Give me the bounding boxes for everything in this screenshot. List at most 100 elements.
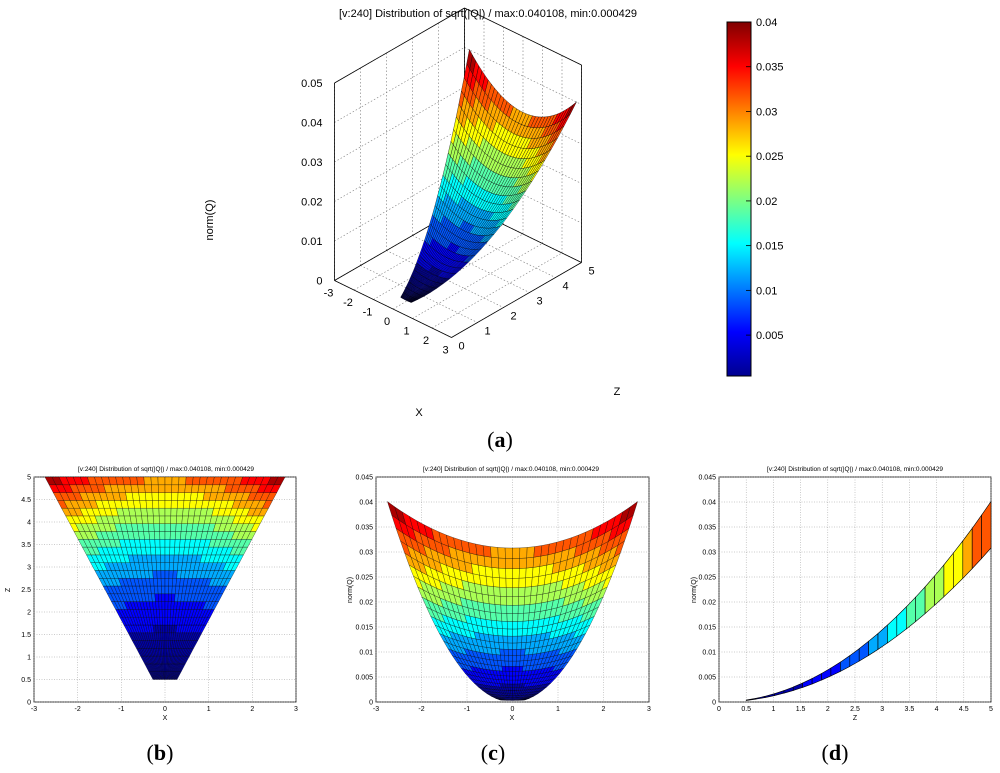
q-tick-label: 0: [316, 276, 322, 288]
panel-b: [v:240] Distribution of sqrt(|Q|) / max:…: [5, 466, 298, 765]
x-tick-label: 2: [826, 706, 830, 713]
surface-patch: [183, 492, 192, 501]
surface-patch: [183, 500, 191, 509]
surface-patch: [525, 577, 533, 588]
surface-patch: [177, 492, 185, 501]
surface-patch: [158, 500, 166, 509]
surface-patch: [491, 620, 498, 629]
surface-patch: [168, 570, 174, 579]
surface-patch: [509, 671, 513, 677]
surface-patch: [161, 609, 166, 618]
panel-c-ylabel: norm(Q): [347, 577, 354, 603]
colorbar-tick-label: 0.04: [756, 17, 777, 29]
surface-patch: [176, 515, 183, 524]
x-tick-label: 0: [511, 706, 515, 713]
surface-patch: [168, 578, 173, 587]
panel-a-title: [v:240] Distribution of sqrt(|Q|) / max:…: [339, 8, 637, 20]
surface-patch: [159, 539, 166, 548]
panel-a-colorbar: 0.005 0.01 0.015 0.02 0.025 0.03 0.035 0.04: [726, 17, 784, 377]
surface-patch: [512, 666, 517, 672]
surface-patch: [506, 596, 513, 606]
surface-patch: [521, 635, 528, 643]
surface-patch: [169, 554, 175, 563]
surface-patch: [164, 546, 171, 556]
surface-patch: [164, 500, 172, 509]
surface-patch: [533, 545, 543, 558]
surface-patch: [517, 604, 525, 614]
surface-patch: [502, 628, 508, 637]
x-tick-label: -1: [363, 307, 373, 319]
surface-patch: [164, 523, 171, 532]
surface-patch: [142, 523, 150, 532]
panel-c-surface: [387, 501, 638, 701]
surface-patch: [508, 660, 513, 667]
surface-patch: [476, 554, 486, 567]
surface-patch: [148, 523, 155, 532]
grid-floor-z: [360, 265, 478, 323]
surface-patch: [150, 554, 157, 563]
surface-patch: [498, 567, 507, 579]
surface-patch: [499, 577, 507, 588]
surface-patch: [508, 690, 511, 694]
z-tick-label: 5: [588, 266, 594, 278]
surface-patch: [526, 557, 534, 569]
surface-patch: [498, 557, 506, 569]
surface-patch: [160, 554, 166, 563]
surface-patch: [164, 593, 169, 602]
surface-patch: [510, 693, 513, 696]
surface-patch: [475, 543, 485, 557]
surface-patch: [151, 484, 159, 493]
z-tick-label: 3: [536, 296, 542, 308]
panel-b-ylabel: Z: [5, 587, 12, 592]
x-tick-label: 3: [442, 345, 448, 357]
x-tick-label: 1: [403, 326, 409, 338]
surface-patch: [160, 578, 166, 587]
surface-patch: [192, 476, 201, 485]
surface-patch: [143, 531, 150, 540]
surface-patch: [162, 640, 166, 649]
surface-patch: [484, 566, 493, 578]
surface-patch: [122, 476, 132, 485]
surface-patch: [490, 546, 499, 559]
y-tick-label: 0.045: [355, 475, 373, 482]
surface-patch: [169, 531, 176, 540]
surface-patch: [486, 585, 495, 596]
surface-patch: [516, 655, 521, 662]
surface-patch: [510, 687, 513, 691]
surface-patch: [505, 558, 513, 569]
y-tick-label: 4: [27, 520, 31, 527]
surface-patch: [488, 594, 496, 605]
surface-patch: [184, 484, 193, 493]
surface-patch: [512, 613, 519, 622]
panel-d-ylabel: norm(Q): [691, 577, 698, 603]
surface-patch: [506, 679, 511, 685]
surface-patch: [512, 642, 518, 650]
surface-patch: [499, 587, 507, 597]
grid-floor-x: [431, 252, 563, 329]
surface-patch: [522, 612, 530, 622]
surface-patch: [164, 476, 173, 485]
surface-patch: [160, 624, 163, 633]
surface-patch: [156, 562, 162, 571]
y-tick-label: 0: [712, 700, 716, 707]
z-tick-label: 2: [510, 311, 516, 323]
y-tick-label: 0.025: [355, 575, 373, 582]
surface-patch: [164, 601, 169, 610]
surface-patch: [518, 587, 526, 597]
surface-patch: [145, 546, 152, 556]
surface-patch: [499, 648, 505, 656]
surface-patch: [493, 586, 501, 597]
surface-patch: [524, 586, 532, 597]
panel-b-ticks: -3 -2 -1 0 1 2 3 0 0.5 1 1.5 2 2.5 3 3.5 4 4.5 5: [21, 475, 298, 714]
surface-patch: [523, 604, 531, 614]
colorbar-tick-label: 0.035: [756, 62, 784, 74]
surface-patch: [144, 539, 151, 548]
surface-patch: [130, 484, 139, 493]
y-tick-label: 1: [27, 655, 31, 662]
surface-patch: [512, 675, 516, 681]
colorbar-tick-label: 0.005: [756, 330, 784, 342]
q-tick-label: 0.01: [301, 236, 322, 248]
y-tick-label: 0.5: [21, 677, 31, 684]
colorbar-tick-label: 0.03: [756, 106, 777, 118]
surface-patch: [143, 476, 152, 485]
